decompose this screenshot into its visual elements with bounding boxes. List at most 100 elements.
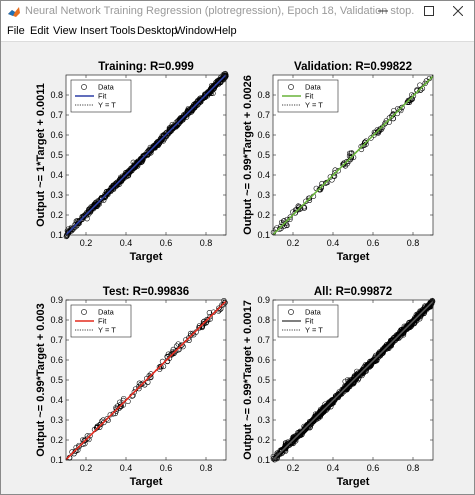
maximize-button[interactable] <box>413 1 445 23</box>
training-data-point <box>207 87 213 94</box>
test-y-tick-label: 0.8 <box>50 315 63 325</box>
training-data-point <box>215 79 221 86</box>
title-bar[interactable]: Neural Network Training Regression (plot… <box>1 1 474 23</box>
validation-y-tick-label: 0.3 <box>257 190 270 200</box>
training-data-point <box>77 217 83 223</box>
training-data-point <box>137 158 143 165</box>
validation-fit-line <box>272 75 434 236</box>
validation-legend-data-label: Data <box>305 83 322 92</box>
training-x-tick-label: 0.8 <box>200 238 213 248</box>
all-data-point <box>402 325 408 332</box>
all-data-point <box>337 390 344 396</box>
training-data-point <box>171 124 178 130</box>
all-legend-data-label: Data <box>305 308 322 317</box>
test-y-tick-label: 0.6 <box>50 355 63 365</box>
test-y-tick-label: 0.1 <box>50 455 63 465</box>
all-legend-data-marker <box>288 309 294 315</box>
menu-tools[interactable]: Tools <box>110 25 136 37</box>
all-data-point <box>287 441 293 447</box>
training-data-point <box>185 109 191 115</box>
menu-bar: File Edit View Insert Tools Desktop Wind… <box>1 23 474 42</box>
training-plot-title: Training: R=0.999 <box>98 61 194 73</box>
validation-legend-identity-label: Y = T <box>305 101 323 110</box>
validation-data-point <box>295 203 301 209</box>
test-data-point <box>204 316 210 323</box>
training-data-point <box>145 149 152 155</box>
validation-data-point <box>404 99 411 105</box>
test-data-point <box>207 313 213 320</box>
minimize-icon <box>378 10 388 12</box>
menu-desktop[interactable]: Desktop <box>137 25 178 37</box>
training-y-tick-label: 0.4 <box>50 170 63 180</box>
training-data-point <box>68 225 74 232</box>
all-data-point <box>290 437 296 443</box>
test-y-tick-label: 0.7 <box>50 335 63 345</box>
all-data-point <box>406 322 413 328</box>
validation-x-tick-label: 0.8 <box>407 238 420 248</box>
test-data-point <box>81 437 88 443</box>
all-data-point <box>354 373 361 379</box>
training-data-point <box>181 113 188 120</box>
validation-data-point <box>277 223 284 230</box>
all-data-point <box>282 448 289 454</box>
all-x-tick-label: 0.6 <box>367 463 380 473</box>
training-legend-data-label: Data <box>98 83 115 92</box>
test-data-point <box>87 433 93 439</box>
menu-view[interactable]: View <box>53 25 77 37</box>
menu-help[interactable]: Help <box>214 25 237 37</box>
test-data-point <box>117 403 124 410</box>
all-y-tick-label: 0.8 <box>257 315 270 325</box>
all-data-point <box>282 445 289 452</box>
validation-data-point <box>276 226 283 232</box>
training-data-point <box>105 188 112 195</box>
all-data-point <box>273 452 280 459</box>
minimize-button[interactable] <box>367 1 399 23</box>
training-data-point <box>128 166 134 172</box>
validation-y-tick-label: 0.1 <box>257 230 270 240</box>
validation-panel: 0.2 0.4 0.6 0.8 0.1 0.2 0.3 0.4 0.5 0.6 0.7 0.8 Vali… <box>242 61 434 263</box>
training-y-tick-label: 0.5 <box>50 150 63 160</box>
validation-y-tick-label: 0.5 <box>257 150 270 160</box>
test-data-point <box>131 389 138 395</box>
figure-canvas: 0.2 0.4 0.6 0.8 0.1 0.2 0.3 0.4 0.5 0.6 0.7 0.8 Trai… <box>1 42 474 494</box>
training-y-tick-label: 0.1 <box>50 230 63 240</box>
all-y-tick-label: 0.3 <box>257 415 270 425</box>
validation-data-point <box>284 216 290 223</box>
training-fit-line <box>65 74 227 236</box>
validation-data-point <box>331 170 338 176</box>
training-data-point <box>214 80 220 87</box>
all-data-point <box>314 413 321 419</box>
all-data-point <box>307 420 313 427</box>
test-data-point <box>219 302 225 308</box>
validation-x-axis-label: Target <box>337 251 370 263</box>
test-data-point <box>76 444 82 450</box>
window-title: Neural Network Training Regression (plot… <box>25 5 415 17</box>
all-y-tick-label: 0.9 <box>257 295 270 305</box>
menu-edit[interactable]: Edit <box>30 25 49 37</box>
validation-data-point <box>405 97 412 104</box>
test-data-point <box>206 310 213 316</box>
training-y-tick-label: 0.7 <box>50 110 63 120</box>
all-y-axis-label: Output ~= 0.99*Target + 0.0017 <box>242 300 254 460</box>
test-data-point <box>136 385 142 392</box>
all-x-tick-label: 0.2 <box>287 463 300 473</box>
training-data-point <box>69 226 75 232</box>
training-data-point <box>213 81 219 87</box>
validation-y-axis-label: Output ~= 0.99*Target + 0.0026 <box>242 75 254 235</box>
menu-window[interactable]: Window <box>175 25 215 37</box>
training-legend-data-marker <box>81 84 87 90</box>
maximize-icon <box>424 6 434 16</box>
training-data-point <box>147 147 153 153</box>
close-button[interactable] <box>442 1 474 23</box>
menu-file[interactable]: File <box>7 25 25 37</box>
all-data-point <box>376 352 383 358</box>
training-data-point <box>202 92 208 98</box>
validation-data-point <box>361 142 367 149</box>
menu-insert[interactable]: Insert <box>80 25 108 37</box>
all-plot-title: All: R=0.99872 <box>314 286 392 298</box>
test-data-point <box>157 363 164 370</box>
all-data-point <box>413 314 419 320</box>
